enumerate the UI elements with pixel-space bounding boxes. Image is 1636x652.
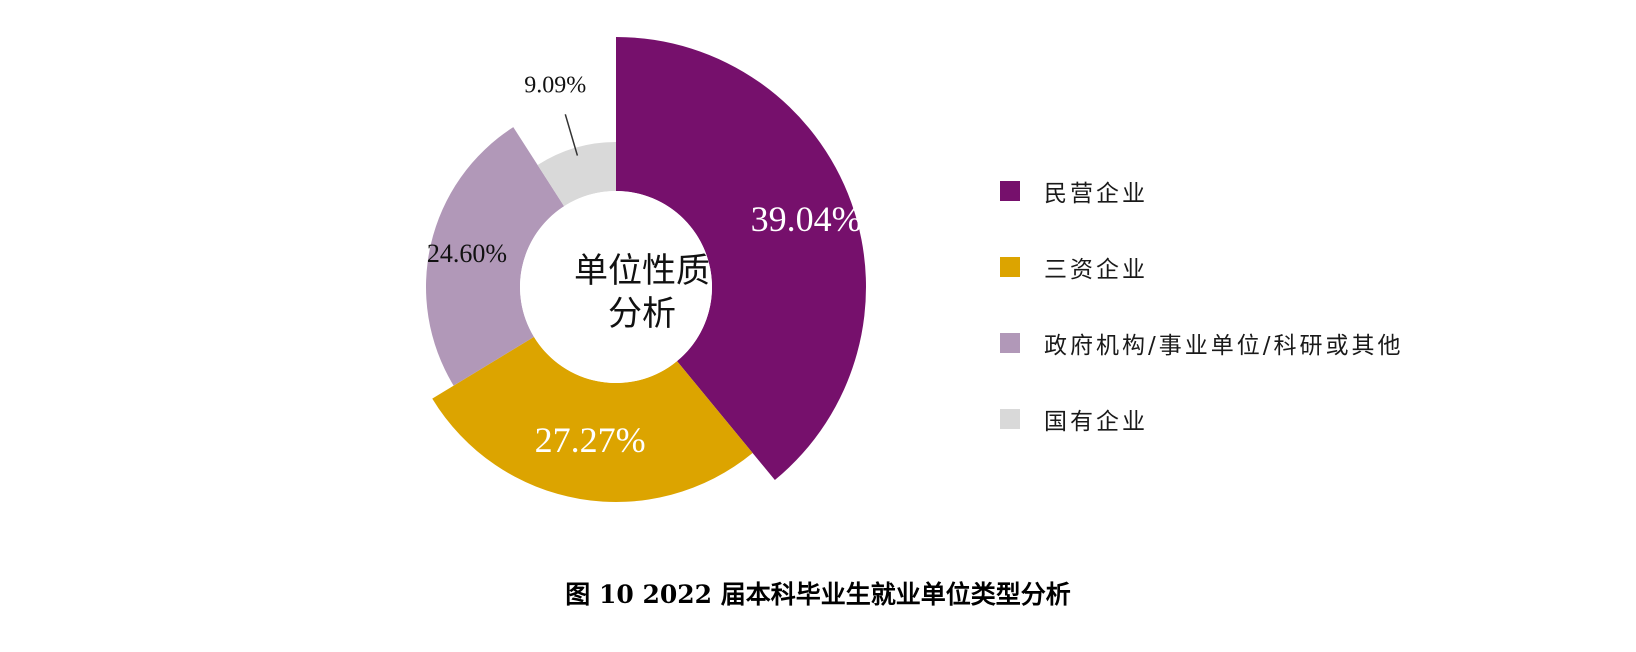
legend-swatch xyxy=(1000,333,1020,353)
slice-value-label: 27.27% xyxy=(535,420,646,460)
slice-value-label: 39.04% xyxy=(751,199,862,239)
legend-item: 三资企业 xyxy=(1000,252,1404,283)
legend-swatch xyxy=(1000,257,1020,277)
center-label-line-1: 单位性质 xyxy=(574,251,710,291)
figure-caption: 图 10 2022 届本科毕业生就业单位类型分析 xyxy=(565,580,1071,609)
slice-value-label: 24.60% xyxy=(427,239,507,268)
pie-slice xyxy=(426,127,565,386)
legend-label: 三资企业 xyxy=(1044,257,1148,283)
pie-slice xyxy=(537,142,616,207)
pie-slice xyxy=(432,336,753,502)
legend-item: 国有企业 xyxy=(1000,404,1404,435)
legend-item: 民营企业 xyxy=(1000,176,1404,207)
legend-item: 政府机构/事业单位/科研或其他 xyxy=(1000,328,1404,359)
legend-label: 民营企业 xyxy=(1044,181,1148,207)
leader-line xyxy=(564,114,579,156)
pie-slice xyxy=(616,37,866,481)
slice-value-label: 9.09% xyxy=(524,72,586,98)
legend-swatch xyxy=(1000,181,1020,201)
legend-label: 国有企业 xyxy=(1044,409,1148,435)
legend-label: 政府机构/事业单位/科研或其他 xyxy=(1044,333,1404,359)
legend: 民营企业 三资企业 政府机构/事业单位/科研或其他 国有企业 xyxy=(1000,176,1404,480)
center-label-line-2: 分析 xyxy=(608,294,676,334)
legend-swatch xyxy=(1000,409,1020,429)
center-hole xyxy=(520,191,712,383)
